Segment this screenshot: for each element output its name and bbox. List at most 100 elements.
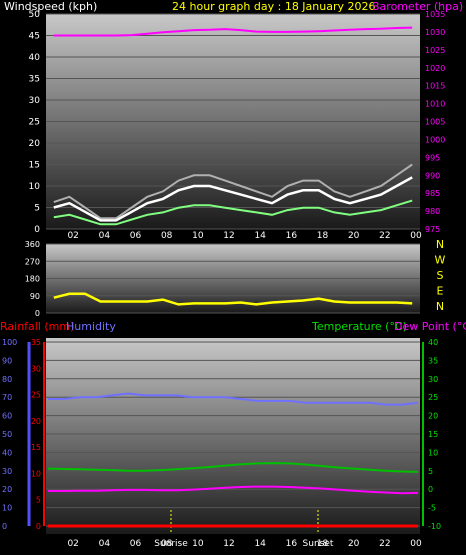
humidity-tick-label: 90	[2, 356, 12, 365]
humidity-tick-label: 100	[2, 338, 17, 347]
baro-tick-label: 1030	[425, 28, 445, 37]
x-tick-label: 14	[254, 231, 266, 241]
compass-label: N	[436, 300, 444, 313]
temperature-tick-label: 25	[428, 393, 438, 402]
bottom-plot-area	[46, 338, 420, 534]
x-tick-label: 10	[192, 231, 204, 241]
x-tick-label: 18	[317, 539, 329, 549]
rainfall-tick-label: 5	[36, 496, 41, 505]
wind-tick-label: 45	[29, 32, 40, 42]
baro-tick-label: 1025	[425, 46, 445, 55]
sunset-label: Sunset	[303, 539, 334, 549]
wind-gust-line	[53, 163, 413, 220]
humidity-tick-label: 30	[2, 467, 12, 476]
temperature-label: Temperature (°C)	[311, 320, 407, 333]
wind-tick-label: 30	[29, 96, 41, 106]
wind-average-line	[53, 199, 413, 226]
humidity-tick-label: 70	[2, 393, 12, 402]
baro-tick-label: 980	[425, 207, 440, 216]
x-tick-label: 08	[161, 539, 173, 549]
x-tick-label: 16	[286, 539, 298, 549]
baro-tick-label: 985	[425, 189, 440, 198]
temperature-tick-label: 40	[428, 338, 438, 347]
compass-label: N	[436, 238, 444, 251]
temperature-tick-label: 5	[428, 467, 433, 476]
wind-tick-label: 10	[29, 182, 41, 192]
baro-tick-label: 1000	[425, 135, 445, 144]
x-tick-label: 08	[161, 231, 173, 241]
x-tick-label: 20	[348, 231, 360, 241]
x-tick-label: 04	[99, 231, 111, 241]
temperature-tick-label: 20	[428, 412, 438, 421]
x-tick-label: 02	[67, 539, 78, 549]
x-tick-label: 00	[410, 231, 422, 241]
wind-direction-line	[53, 292, 413, 306]
wind-tick-label: 5	[34, 204, 40, 214]
windspeed-label: Windspeed (kph)	[4, 0, 97, 13]
x-tick-label: 12	[223, 539, 234, 549]
compass-label: E	[437, 285, 444, 298]
baro-tick-label: 1005	[425, 118, 445, 127]
wind-tick-label: 35	[29, 75, 40, 85]
wind-tick-label: 0	[34, 225, 40, 235]
barometer-line	[53, 26, 413, 37]
x-tick-label: 16	[286, 231, 298, 241]
x-tick-label: 14	[254, 539, 266, 549]
sunrise-label: Sunrise	[154, 539, 188, 549]
wind-tick-label: 25	[29, 118, 40, 128]
humidity-tick-label: 40	[2, 448, 12, 457]
x-tick-label: 18	[317, 231, 329, 241]
direction-tick-label: 270	[25, 257, 40, 266]
baro-tick-label: 1015	[425, 82, 445, 91]
rainfall-tick-label: 10	[31, 469, 41, 478]
wind-tick-label: 15	[29, 161, 40, 171]
x-tick-label: 04	[99, 539, 111, 549]
dewpoint-label: Dew Point (°C)	[394, 320, 466, 333]
x-tick-label: 22	[379, 231, 390, 241]
baro-tick-label: 1020	[425, 64, 445, 73]
temperature-tick-label: 30	[428, 375, 438, 384]
temperature-tick-label: 0	[428, 485, 433, 494]
x-tick-label: 22	[379, 539, 390, 549]
rainfall-label: Rainfall (mm)	[0, 320, 74, 333]
compass-label: W	[435, 254, 446, 267]
rainfall-tick-label: 25	[31, 391, 41, 400]
baro-tick-label: 975	[425, 225, 440, 234]
x-tick-label: 06	[130, 539, 142, 549]
baro-tick-label: 1010	[425, 100, 445, 109]
x-tick-label: 12	[223, 231, 234, 241]
temperature-line	[47, 462, 419, 473]
humidity-line	[48, 392, 419, 406]
direction-tick-label: 180	[25, 275, 40, 284]
direction-tick-label: 90	[30, 292, 40, 301]
direction-tick-label: 360	[25, 240, 40, 249]
x-tick-label: 10	[192, 539, 204, 549]
baro-tick-label: 995	[425, 153, 440, 162]
barometer-label: Barometer (hpa)	[372, 0, 463, 13]
humidity-tick-label: 50	[2, 430, 12, 439]
wind-tick-label: 50	[29, 10, 41, 20]
direction-tick-label: 0	[35, 309, 40, 318]
wind-tick-label: 40	[29, 53, 41, 63]
temperature-tick-label: -5	[428, 504, 436, 513]
humidity-tick-label: 20	[2, 485, 12, 494]
temperature-tick-label: -10	[428, 522, 441, 531]
x-tick-label: 02	[67, 231, 78, 241]
humidity-label: Humidity	[66, 320, 116, 333]
x-tick-label: 20	[348, 539, 360, 549]
temperature-tick-label: 10	[428, 448, 438, 457]
temperature-tick-label: 35	[428, 356, 438, 365]
rainfall-tick-label: 30	[31, 364, 41, 373]
baro-tick-label: 990	[425, 171, 440, 180]
wind-tick-label: 20	[29, 139, 41, 149]
rainfall-tick-label: 35	[31, 338, 41, 347]
humidity-tick-label: 10	[2, 504, 12, 513]
humidity-tick-label: 60	[2, 412, 12, 421]
compass-label: S	[437, 269, 444, 282]
windspeed-line	[53, 176, 413, 222]
humidity-tick-label: 80	[2, 375, 12, 384]
humidity-tick-label: 0	[2, 522, 7, 531]
x-tick-label: 00	[410, 539, 422, 549]
rainfall-tick-label: 0	[36, 522, 41, 531]
